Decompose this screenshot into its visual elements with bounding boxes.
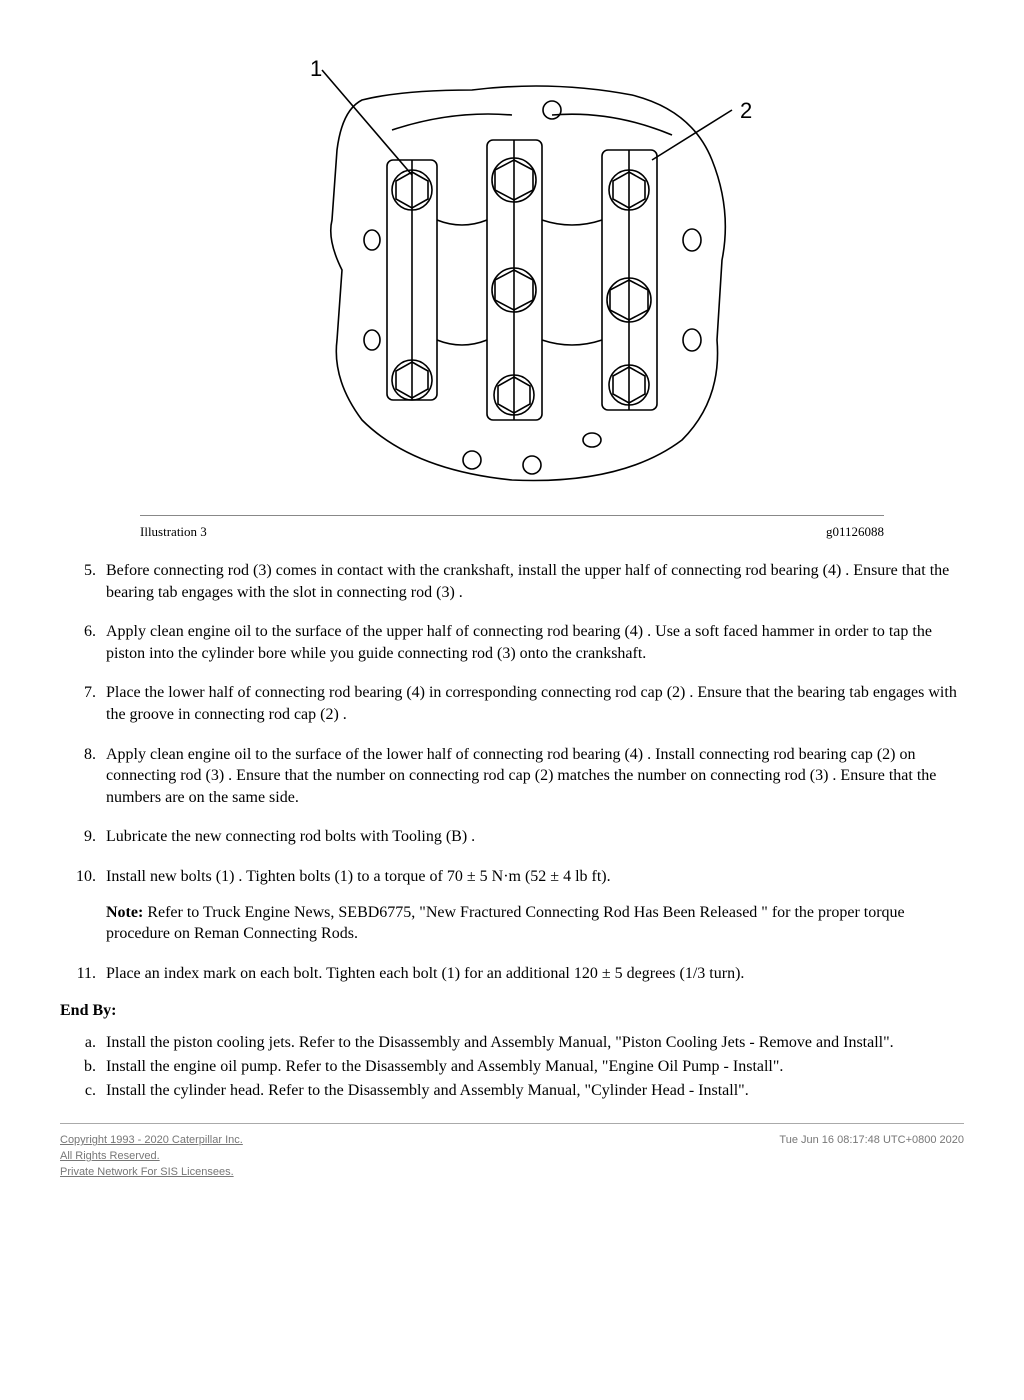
footer-left: Copyright 1993 - 2020 Caterpillar Inc. A… bbox=[60, 1134, 243, 1182]
step-7: Place the lower half of connecting rod b… bbox=[100, 682, 964, 725]
footer-network: Private Network For SIS Licensees. bbox=[60, 1166, 243, 1178]
page-footer: Copyright 1993 - 2020 Caterpillar Inc. A… bbox=[60, 1134, 964, 1182]
end-by-list: Install the piston cooling jets. Refer t… bbox=[60, 1032, 964, 1101]
footer-copyright: Copyright 1993 - 2020 Caterpillar Inc. bbox=[60, 1134, 243, 1146]
end-by-heading: End By: bbox=[60, 1002, 964, 1020]
step-5: Before connecting rod (3) comes in conta… bbox=[100, 560, 964, 603]
step-10-note: Note: Refer to Truck Engine News, SEBD67… bbox=[106, 902, 964, 945]
illustration-caption: Illustration 3 g01126088 bbox=[140, 515, 884, 540]
caption-left: Illustration 3 bbox=[140, 524, 207, 540]
end-by-c: Install the cylinder head. Refer to the … bbox=[100, 1080, 964, 1102]
step-9: Lubricate the new connecting rod bolts w… bbox=[100, 826, 964, 848]
callout-1-text: 1 bbox=[310, 56, 322, 81]
illustration-figure: 1 2 bbox=[60, 40, 964, 505]
step-6: Apply clean engine oil to the surface of… bbox=[100, 621, 964, 664]
footer-divider bbox=[60, 1123, 964, 1124]
note-label: Note: bbox=[106, 904, 143, 921]
end-by-a: Install the piston cooling jets. Refer t… bbox=[100, 1032, 964, 1054]
footer-timestamp: Tue Jun 16 08:17:48 UTC+0800 2020 bbox=[779, 1134, 964, 1182]
caption-right: g01126088 bbox=[826, 524, 884, 540]
end-by-b: Install the engine oil pump. Refer to th… bbox=[100, 1056, 964, 1078]
callout-2-text: 2 bbox=[740, 98, 752, 123]
note-text: Refer to Truck Engine News, SEBD6775, "N… bbox=[106, 904, 905, 943]
engine-diagram: 1 2 bbox=[252, 40, 772, 500]
step-10-text: Install new bolts (1) . Tighten bolts (1… bbox=[106, 868, 611, 885]
step-10: Install new bolts (1) . Tighten bolts (1… bbox=[100, 866, 964, 945]
footer-rights: All Rights Reserved. bbox=[60, 1150, 243, 1162]
step-11: Place an index mark on each bolt. Tighte… bbox=[100, 963, 964, 985]
procedure-steps: Before connecting rod (3) comes in conta… bbox=[60, 560, 964, 984]
step-8: Apply clean engine oil to the surface of… bbox=[100, 744, 964, 809]
